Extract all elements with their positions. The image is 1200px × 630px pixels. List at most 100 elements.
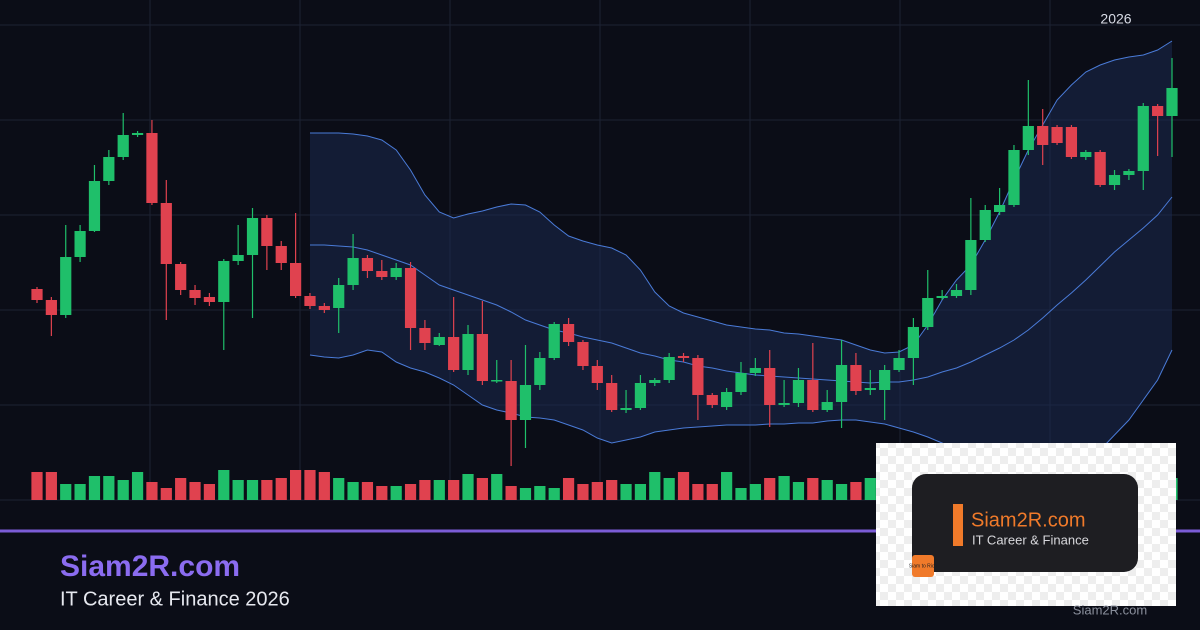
candle-body	[189, 290, 201, 298]
watermark: Siam2R.com	[1073, 602, 1147, 617]
candle-body	[45, 300, 57, 315]
logo-panel: Siam2R.com IT Career & Finance Siam to R…	[876, 443, 1176, 606]
candle-body	[922, 298, 934, 327]
candle-body	[175, 264, 187, 290]
candle-body	[1094, 152, 1106, 185]
volume-bar	[807, 478, 819, 500]
candle-body	[117, 135, 129, 157]
volume-bar	[519, 488, 532, 500]
volume-bar	[663, 478, 675, 500]
candle-body	[1008, 150, 1020, 205]
candle-body	[261, 218, 273, 246]
candle-body	[1137, 106, 1149, 171]
candle-body	[1123, 171, 1135, 175]
logo-card	[912, 474, 1138, 572]
candle-body	[88, 181, 101, 231]
tagline: IT Career & Finance 2026	[60, 588, 290, 610]
candle-body	[74, 231, 86, 257]
candle-body	[347, 258, 359, 285]
volume-bar	[562, 478, 575, 500]
candle-body	[591, 366, 603, 383]
volume-bar	[31, 472, 43, 500]
site-title: Siam2R.com	[60, 550, 240, 583]
badge-text: Siam to Rich	[909, 563, 938, 569]
candle-body	[1022, 126, 1034, 150]
volume-bar	[261, 480, 273, 500]
volume-bar	[462, 474, 474, 500]
candle-body	[850, 365, 862, 391]
candle-body	[634, 383, 647, 408]
candle-body	[893, 358, 905, 370]
volume-bar	[792, 482, 805, 500]
volume-bar	[491, 474, 503, 500]
candle-body	[1166, 88, 1178, 116]
candle-body	[907, 327, 919, 358]
candle-body	[146, 133, 158, 203]
candle-body	[835, 365, 848, 402]
candle-body	[677, 356, 690, 358]
volume-bar	[117, 480, 129, 500]
candle-body	[390, 268, 402, 277]
volume-bar	[318, 472, 330, 500]
candle-body	[1152, 106, 1164, 116]
volume-bar	[404, 484, 417, 500]
candle-body	[692, 358, 704, 395]
volume-bar	[419, 480, 431, 500]
volume-bar	[333, 478, 345, 500]
year-label: 2026	[1100, 11, 1131, 27]
candle-body	[376, 271, 388, 277]
volume-bar	[131, 472, 144, 500]
volume-bar	[203, 484, 216, 500]
candle-body	[778, 403, 790, 405]
volume-bar	[835, 484, 848, 500]
candle-body	[721, 392, 733, 407]
candle-body	[764, 368, 776, 405]
volume-bar	[548, 488, 560, 500]
candle-body	[936, 296, 948, 298]
volume-bar	[160, 488, 172, 500]
volume-bar	[764, 478, 776, 500]
candle-body	[203, 297, 216, 302]
volume-bar	[232, 480, 244, 500]
candle-body	[404, 268, 417, 328]
volume-bar	[146, 482, 158, 500]
badge	[912, 555, 934, 577]
candle-body	[491, 380, 503, 382]
volume-bar	[347, 482, 359, 500]
volume-bar	[376, 486, 388, 500]
candle-body	[879, 370, 891, 390]
candle-body	[807, 380, 819, 410]
volume-bar	[45, 472, 57, 500]
candle-body	[749, 368, 761, 373]
volume-bar	[448, 480, 460, 500]
volume-bar	[88, 476, 101, 500]
candle-body	[534, 358, 546, 385]
volume-bar	[304, 470, 316, 500]
volume-bar	[591, 482, 603, 500]
volume-bar	[634, 484, 647, 500]
candle-body	[232, 255, 244, 261]
candle-body	[505, 381, 517, 420]
volume-bar	[577, 484, 589, 500]
candle-body	[290, 263, 302, 296]
volume-bar	[677, 472, 690, 500]
candle-body	[31, 289, 43, 300]
volume-bar	[850, 482, 862, 500]
volume-bar	[361, 482, 374, 500]
volume-bar	[505, 486, 517, 500]
volume-bar	[390, 486, 402, 500]
candle-body	[304, 296, 316, 306]
volume-bar	[246, 480, 259, 500]
candle-body	[1051, 127, 1063, 143]
candle-body	[476, 334, 488, 381]
card-tagline: IT Career & Finance	[972, 532, 1089, 547]
candle-body	[275, 246, 287, 263]
volume-bar	[749, 484, 761, 500]
volume-bar	[189, 482, 201, 500]
volume-bar	[433, 480, 445, 500]
volume-bar	[476, 478, 488, 500]
candle-body	[965, 240, 977, 290]
volume-bar	[218, 470, 230, 500]
